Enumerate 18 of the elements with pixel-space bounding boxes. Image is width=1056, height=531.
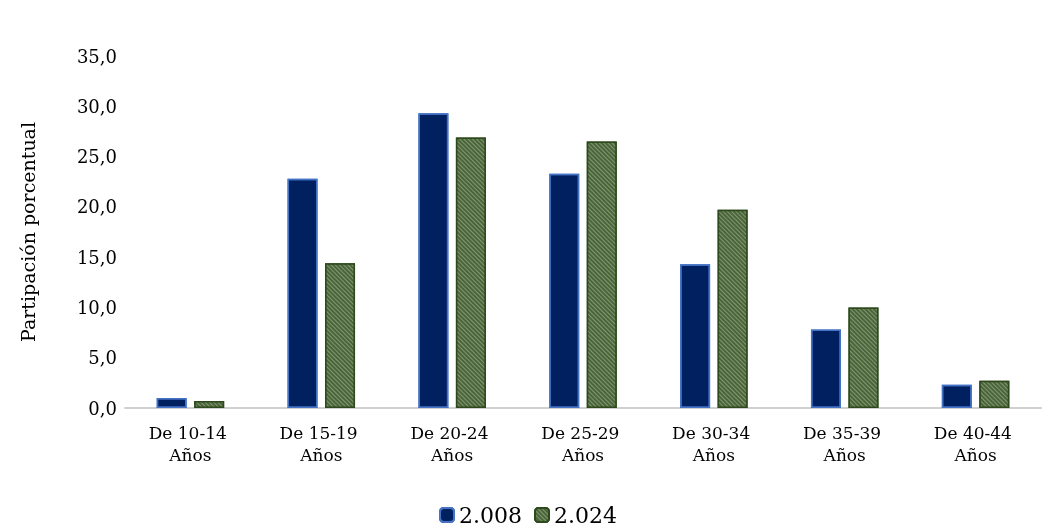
x-tick-label: De 30-34 Años (672, 423, 756, 465)
y-tick-label: 25,0 (76, 146, 117, 168)
x-tick-label: De 35-39 Años (802, 423, 887, 465)
y-tick-label: 5,0 (88, 347, 117, 369)
x-tick-label: De 10-14 Años (148, 423, 233, 465)
x-tick-label: De 20-24 Años (410, 423, 494, 465)
legend-label: 2.008 (459, 502, 522, 528)
y-tick-label: 35,0 (76, 45, 117, 67)
legend-label: 2.024 (554, 502, 617, 528)
y-tick-label: 15,0 (76, 246, 117, 268)
y-tick-label: 10,0 (76, 296, 117, 318)
x-tick-label: De 40-44 Años (933, 423, 1018, 465)
y-tick-label: 0,0 (88, 397, 117, 419)
y-tick-label: 30,0 (76, 95, 117, 117)
y-axis-title: Partipación porcentual (16, 121, 39, 343)
x-tick-label: De 15-19 Años (279, 423, 364, 465)
x-tick-label: De 25-29 Años (541, 423, 625, 465)
y-tick-label: 20,0 (76, 196, 117, 218)
